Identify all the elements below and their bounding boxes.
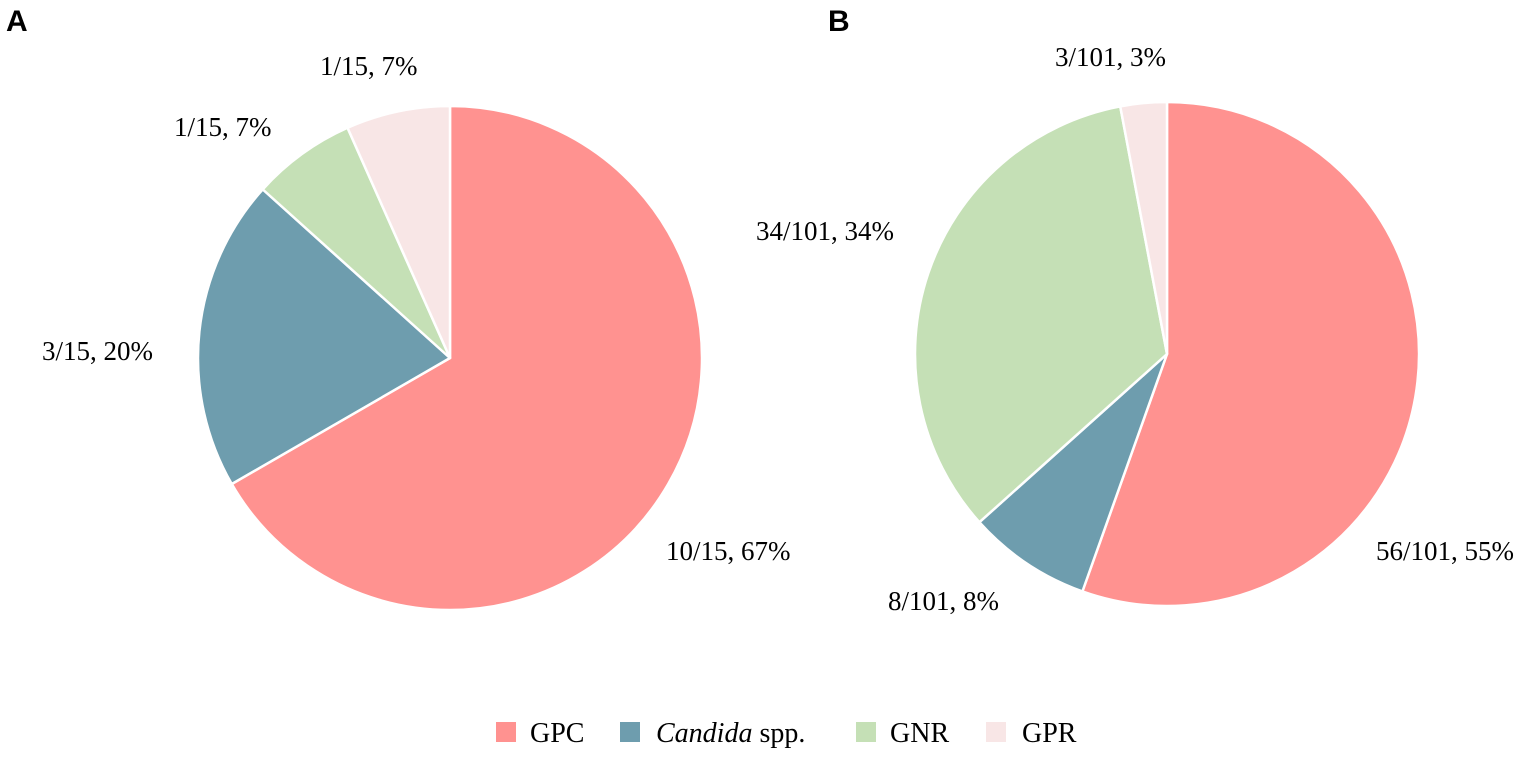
legend: GPC Candida spp. GNR GPR [496, 718, 1077, 749]
pie-b-slice-gpr [1118, 100, 1169, 356]
pie-a-label-gnr: 1/15, 7% [174, 112, 272, 142]
legend-label-gpc: GPC [530, 718, 584, 749]
legend-label-candida: Candida spp. [656, 718, 805, 749]
legend-label-candida-italic: Candida [656, 718, 752, 749]
pie-b-label-candida: 8/101, 8% [888, 586, 999, 616]
pie-chart-b [913, 100, 1421, 608]
pie-b-label-gpr: 3/101, 3% [1055, 42, 1166, 72]
pie-b-label-gnr: 34/101, 34% [756, 216, 894, 246]
legend-swatch-gpc [496, 722, 516, 742]
panel-a-letter: A [6, 5, 28, 38]
pie-b-slice-gpc [1081, 100, 1421, 608]
panel-b-letter: B [828, 5, 850, 38]
pie-chart-a [196, 104, 704, 612]
legend-swatch-gpr [986, 722, 1006, 742]
pie-b-slice-gnr [913, 105, 1169, 524]
legend-label-gpr: GPR [1022, 718, 1077, 749]
pie-a-label-gpc: 10/15, 67% [666, 536, 791, 566]
pie-a-slice-gpr [346, 104, 452, 360]
legend-label-gnr: GNR [890, 718, 949, 749]
legend-swatch-gnr [856, 722, 876, 742]
pie-b-label-gpc: 56/101, 55% [1376, 536, 1514, 566]
legend-label-candida-rest: spp. [752, 718, 805, 749]
pie-a-slice-gpc [230, 104, 704, 612]
pie-a-label-candida: 3/15, 20% [42, 336, 153, 366]
legend-swatch-candida [620, 722, 640, 742]
pie-a-slice-candida [196, 188, 452, 486]
pie-a-label-gpr: 1/15, 7% [320, 51, 418, 81]
pie-b-slice-candida [978, 352, 1169, 593]
